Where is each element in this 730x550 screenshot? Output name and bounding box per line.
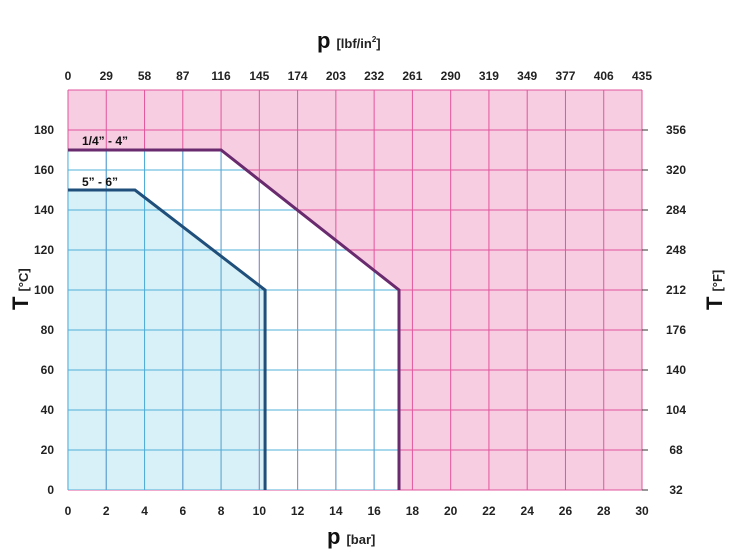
top-tick-label: 29	[100, 69, 114, 83]
top-tick-label: 145	[249, 69, 269, 83]
right-tick-label: 176	[666, 323, 686, 337]
top-tick-label: 290	[441, 69, 461, 83]
top-tick-label: 116	[211, 69, 231, 83]
right-axis-unit: [°F]	[710, 270, 725, 292]
top-tick-label: 406	[594, 69, 614, 83]
top-tick-label: 232	[364, 69, 384, 83]
series-line-2	[68, 188, 267, 490]
bottom-tick-label: 10	[253, 504, 267, 518]
top-axis-symbol: p	[317, 28, 330, 53]
left-tick-label: 0	[47, 483, 54, 497]
right-tick-label: 248	[666, 243, 686, 257]
bottom-tick-label: 8	[218, 504, 225, 518]
top-axis-title: p [lbf/in2]	[317, 28, 381, 53]
grid-lines	[67, 89, 643, 491]
top-tick-label: 87	[176, 69, 190, 83]
bottom-tick-label: 16	[367, 504, 381, 518]
left-axis-unit: [°C]	[16, 268, 31, 291]
bottom-axis-unit: [bar]	[346, 532, 375, 547]
bottom-tick-label: 2	[103, 504, 110, 518]
left-tick-label: 40	[41, 403, 55, 417]
left-tick-label: 180	[34, 123, 54, 137]
top-axis-unit-sup: 2	[372, 35, 377, 44]
left-axis-symbol: T	[8, 296, 33, 310]
left-tick-label: 140	[34, 203, 54, 217]
bottom-tick-label: 18	[406, 504, 420, 518]
top-tick-label: 174	[288, 69, 308, 83]
bottom-tick-label: 20	[444, 504, 458, 518]
bottom-tick-label: 28	[597, 504, 611, 518]
bottom-tick-label: 22	[482, 504, 496, 518]
top-tick-label: 319	[479, 69, 499, 83]
bottom-tick-label: 30	[635, 504, 649, 518]
left-tick-label: 100	[34, 283, 54, 297]
series-label-2: 5” - 6”	[82, 175, 118, 189]
top-tick-label: 203	[326, 69, 346, 83]
bottom-tick-label: 12	[291, 504, 305, 518]
top-axis-unit-base: [lbf/in	[336, 36, 371, 51]
bottom-tick-label: 0	[65, 504, 72, 518]
tick-labels: 0 2 4 6 8 10 12 14 16 18 20 22 24 26 28 300 29 58 87 116 145…	[34, 69, 686, 518]
right-tick-label: 32	[669, 483, 683, 497]
top-tick-label: 58	[138, 69, 152, 83]
right-tick-label: 356	[666, 123, 686, 137]
top-tick-label: 435	[632, 69, 652, 83]
right-tick-label: 68	[669, 443, 683, 457]
right-axis-title: T [°F]	[702, 270, 727, 310]
right-tick-label: 140	[666, 363, 686, 377]
envelope-fill-2	[68, 190, 266, 490]
bottom-axis-title: p [bar]	[327, 524, 375, 549]
series-lines	[68, 148, 401, 490]
bottom-tick-label: 4	[141, 504, 148, 518]
top-axis-unit-end: ]	[376, 36, 380, 51]
left-tick-label: 60	[41, 363, 55, 377]
right-axis-symbol: T	[702, 296, 727, 310]
bottom-tick-label: 14	[329, 504, 343, 518]
series-label-1: 1/4” - 4”	[82, 134, 128, 148]
left-axis-title: T [°C]	[8, 268, 33, 310]
top-tick-label: 0	[65, 69, 72, 83]
right-tick-label: 284	[666, 203, 686, 217]
top-tick-label: 377	[555, 69, 575, 83]
series-line-1	[68, 148, 401, 490]
left-tick-label: 80	[41, 323, 55, 337]
right-tick-label: 212	[666, 283, 686, 297]
left-tick-label: 120	[34, 243, 54, 257]
bottom-axis-symbol: p	[327, 524, 340, 549]
right-tick-label: 104	[666, 403, 686, 417]
bottom-tick-label: 6	[179, 504, 186, 518]
bottom-tick-label: 24	[521, 504, 535, 518]
bottom-tick-label: 26	[559, 504, 573, 518]
top-tick-label: 261	[402, 69, 422, 83]
top-tick-label: 349	[517, 69, 537, 83]
left-tick-label: 160	[34, 163, 54, 177]
left-tick-label: 20	[41, 443, 55, 457]
right-tick-label: 320	[666, 163, 686, 177]
